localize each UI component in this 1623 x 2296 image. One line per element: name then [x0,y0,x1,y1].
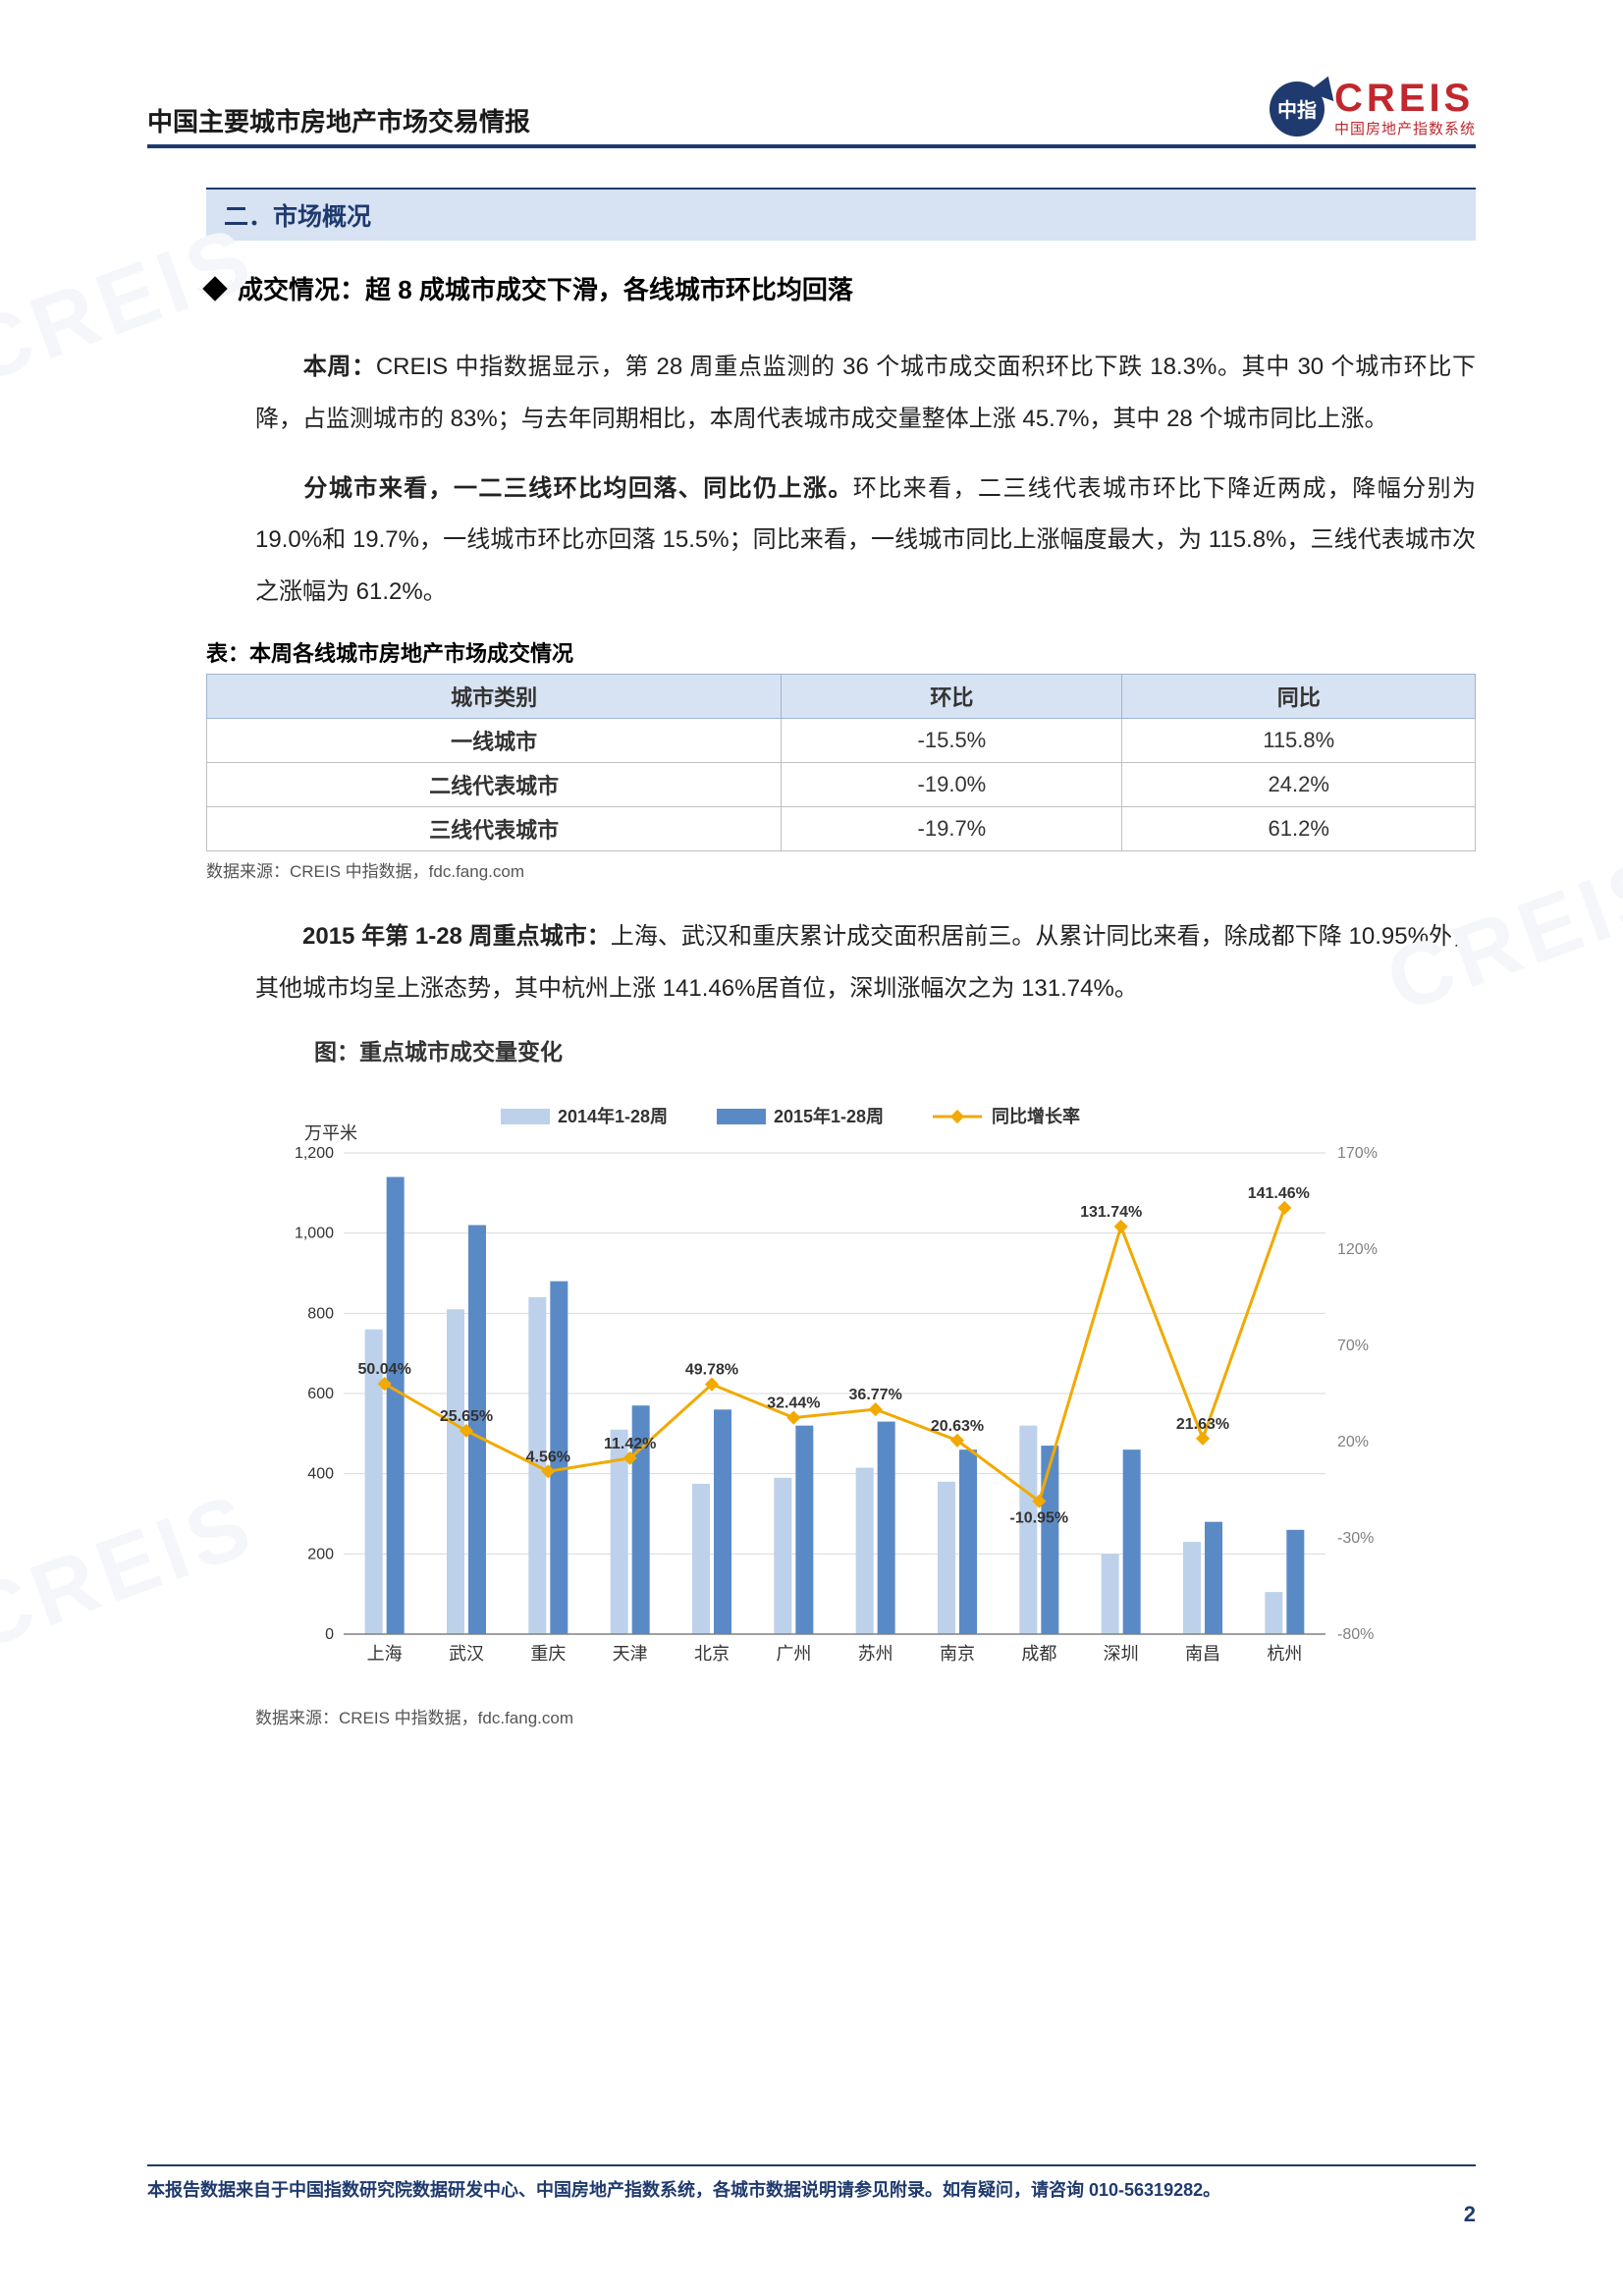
table-header: 环比 [782,674,1122,718]
section-header: 二．市场概况 [206,188,1476,241]
svg-text:2014年1-28周: 2014年1-28周 [558,1106,668,1126]
table-cell: -19.0% [782,762,1122,806]
table-row: 二线代表城市-19.0%24.2% [207,762,1476,806]
svg-text:重庆: 重庆 [530,1644,566,1664]
paragraph-3: 2015 年第 1-28 周重点城市：上海、武汉和重庆累计成交面积居前三。从累计… [255,911,1476,1015]
svg-text:120%: 120% [1337,1241,1378,1258]
svg-text:20.63%: 20.63% [931,1417,984,1434]
svg-text:南京: 南京 [940,1644,975,1664]
city-volume-chart: 2014年1-28周 2015年1-28周 同比增长率万平米 0 200 400 600 80… [255,1084,1414,1698]
logo-badge-icon: 中指 [1270,82,1325,137]
svg-text:25.65%: 25.65% [440,1408,493,1425]
subsection-title: 成交情况：超 8 成城市成交下滑，各线城市环比均回落 [238,270,853,306]
svg-text:70%: 70% [1337,1338,1369,1354]
svg-text:32.44%: 32.44% [767,1394,820,1411]
chart-source: 数据来源：CREIS 中指数据，fdc.fang.com [255,1704,1476,1728]
brand-logo: 中指 CREIS 中国房地产指数系统 [1270,79,1476,138]
svg-text:0: 0 [325,1626,334,1643]
table-cell: 二线代表城市 [207,762,782,806]
svg-text:广州: 广州 [776,1644,811,1664]
svg-text:武汉: 武汉 [449,1644,484,1664]
svg-text:200: 200 [307,1546,334,1562]
document-title: 中国主要城市房地产市场交易情报 [147,102,530,138]
table-row: 一线城市-15.5%115.8% [207,718,1476,762]
svg-text:杭州: 杭州 [1267,1644,1302,1664]
table-source: 数据来源：CREIS 中指数据，fdc.fang.com [206,857,1476,882]
p1-rest: CREIS 中指数据显示，第 28 周重点监测的 36 个城市成交面积环比下跌 … [255,354,1476,432]
svg-text:上海: 上海 [367,1644,403,1664]
svg-text:万平米: 万平米 [304,1123,357,1143]
paragraph-2: 分城市来看，一二三线环比均回落、同比仍上涨。环比来看，二三线代表城市环比下降近两… [255,464,1476,619]
p2-lead: 分城市来看，一二三线环比均回落、同比仍上涨。 [302,475,853,502]
chart-title: 图：重点城市成交量变化 [314,1033,1476,1066]
svg-text:-80%: -80% [1337,1626,1374,1643]
svg-text:南昌: 南昌 [1185,1644,1220,1664]
svg-text:苏州: 苏州 [858,1644,893,1664]
chart-svg: 2014年1-28周 2015年1-28周 同比增长率万平米 0 200 400 600 80… [255,1084,1414,1693]
svg-text:21.63%: 21.63% [1176,1415,1229,1432]
svg-text:11.42%: 11.42% [604,1435,656,1451]
svg-text:36.77%: 36.77% [849,1387,902,1403]
logo-sub-text: 中国房地产指数系统 [1334,118,1476,138]
table-header: 城市类别 [207,674,782,718]
diamond-icon [202,276,227,301]
svg-text:1,200: 1,200 [295,1145,334,1162]
table-cell: -19.7% [782,806,1122,850]
footer-divider [147,2164,1476,2166]
svg-text:170%: 170% [1337,1145,1378,1162]
svg-text:同比增长率: 同比增长率 [992,1106,1080,1126]
svg-text:成都: 成都 [1021,1644,1056,1664]
table-row: 三线代表城市-19.7%61.2% [207,806,1476,850]
paragraph-1: 本周：CREIS 中指数据显示，第 28 周重点监测的 36 个城市成交面积环比… [255,342,1476,446]
table-cell: 115.8% [1122,718,1476,762]
svg-text:2015年1-28周: 2015年1-28周 [774,1106,884,1126]
svg-text:北京: 北京 [694,1644,730,1664]
section-title: 二．市场概况 [224,203,371,231]
svg-text:800: 800 [307,1305,334,1322]
table-cell: 24.2% [1122,762,1476,806]
watermark: CREIS [0,1474,268,1671]
svg-text:49.78%: 49.78% [685,1361,738,1378]
page-footer: 本报告数据来自于中国指数研究院数据研发中心、中国房地产指数系统，各城市数据说明请… [147,2164,1476,2227]
header-divider [147,144,1476,148]
table-cell: 61.2% [1122,806,1476,850]
table-cell: 一线城市 [207,718,782,762]
page-number: 2 [1464,2202,1476,2226]
table-header: 同比 [1122,674,1476,718]
svg-text:131.74%: 131.74% [1080,1204,1142,1221]
svg-text:50.04%: 50.04% [358,1361,411,1378]
svg-text:1,000: 1,000 [295,1225,334,1241]
table-cell: -15.5% [782,718,1122,762]
subsection-header: 成交情况：超 8 成城市成交下滑，各线城市环比均回落 [206,270,1476,306]
p3-lead: 2015 年第 1-28 周重点城市： [302,923,611,950]
svg-text:600: 600 [307,1386,334,1402]
svg-text:天津: 天津 [613,1644,648,1664]
footer-text: 本报告数据来自于中国指数研究院数据研发中心、中国房地产指数系统，各城市数据说明请… [147,2176,1220,2202]
table-cell: 三线代表城市 [207,806,782,850]
p1-lead: 本周： [302,354,376,380]
city-tier-table: 城市类别 环比 同比 一线城市-15.5%115.8%二线代表城市-19.0%2… [206,674,1476,851]
svg-text:深圳: 深圳 [1104,1644,1139,1664]
svg-text:4.56%: 4.56% [526,1449,570,1465]
svg-text:400: 400 [307,1465,334,1482]
svg-text:-30%: -30% [1337,1530,1374,1547]
logo-main-text: CREIS [1334,79,1476,118]
table-caption: 表：本周各线城市房地产市场成交情况 [206,636,1476,668]
svg-text:141.46%: 141.46% [1248,1185,1310,1202]
svg-text:20%: 20% [1337,1434,1369,1450]
svg-text:-10.95%: -10.95% [1010,1509,1069,1526]
